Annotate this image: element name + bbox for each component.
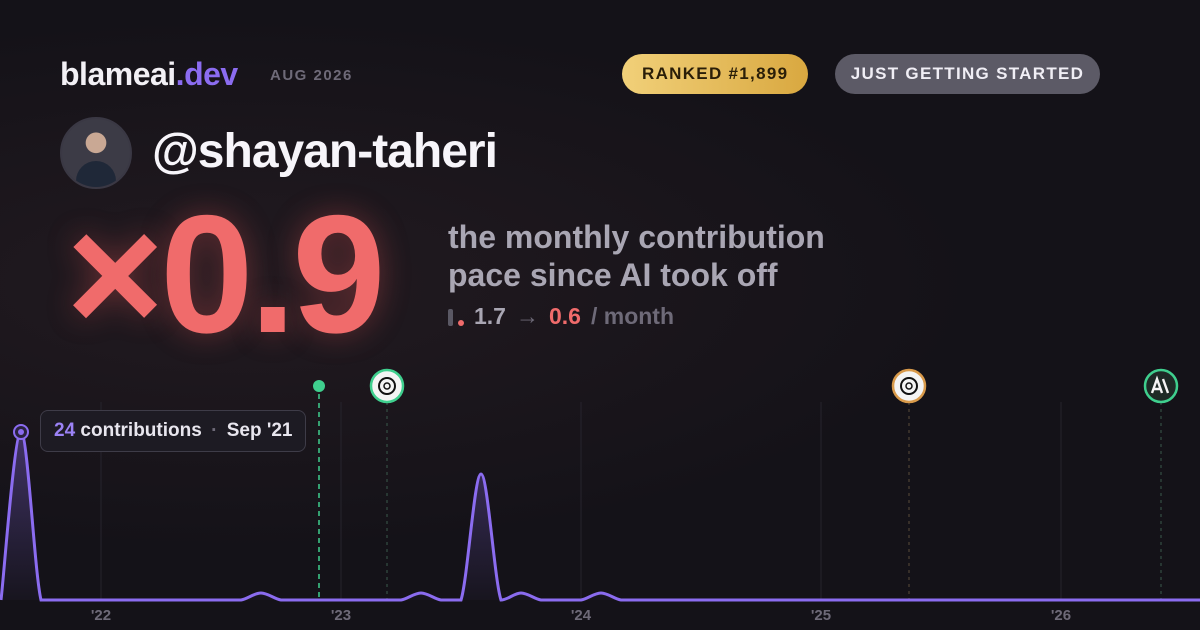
brand: blameai.dev (60, 56, 238, 93)
x-tick-label: '26 (1051, 607, 1071, 624)
anthropic-icon (1143, 368, 1179, 404)
avatar (60, 117, 132, 189)
pace-arrow: → (515, 303, 539, 329)
pace-unit: / month (590, 303, 675, 329)
x-tick-label: '24 (571, 607, 592, 624)
tooltip-separator: · (211, 420, 218, 441)
highlight-dot (18, 429, 24, 435)
tooltip-value: 24 (54, 420, 76, 441)
event-dot (313, 380, 325, 392)
user-handle: @shayan-taheri (152, 125, 498, 178)
description: the monthly contribution pace since AI t… (448, 218, 825, 294)
pace-after: 0.6 (548, 303, 581, 329)
level-badge: JUST GETTING STARTED (835, 54, 1100, 94)
openai-icon (369, 368, 405, 404)
description-line: pace since AI took off (448, 257, 778, 293)
openai-icon (891, 368, 927, 404)
tooltip-label: contributions (80, 420, 202, 441)
grid: '22 '23 '24 '25 '26 (91, 402, 1071, 624)
pace-before: 1.7 (474, 303, 506, 329)
description-line: the monthly contribution (448, 219, 825, 255)
rank-badge: RANKED #1,899 (622, 54, 809, 94)
x-tick-label: '23 (331, 607, 351, 624)
area (1, 432, 1200, 601)
brand-name: blameai (60, 56, 176, 92)
x-tick-label: '22 (91, 607, 111, 624)
pace-multiplier: ×0.9 (66, 180, 386, 368)
line (0, 430, 1200, 602)
report-date: AUG 2026 (270, 67, 353, 84)
x-tick-label: '25 (811, 607, 831, 624)
pace-icon (448, 307, 464, 327)
plot (0, 424, 1200, 602)
pace-change: 1.7 → 0.6 / month (448, 303, 674, 330)
brand-tld: .dev (175, 56, 239, 92)
events (313, 368, 1179, 600)
tooltip: 24 contributions · Sep '21 (40, 410, 307, 452)
tooltip-date: Sep '21 (226, 420, 293, 441)
